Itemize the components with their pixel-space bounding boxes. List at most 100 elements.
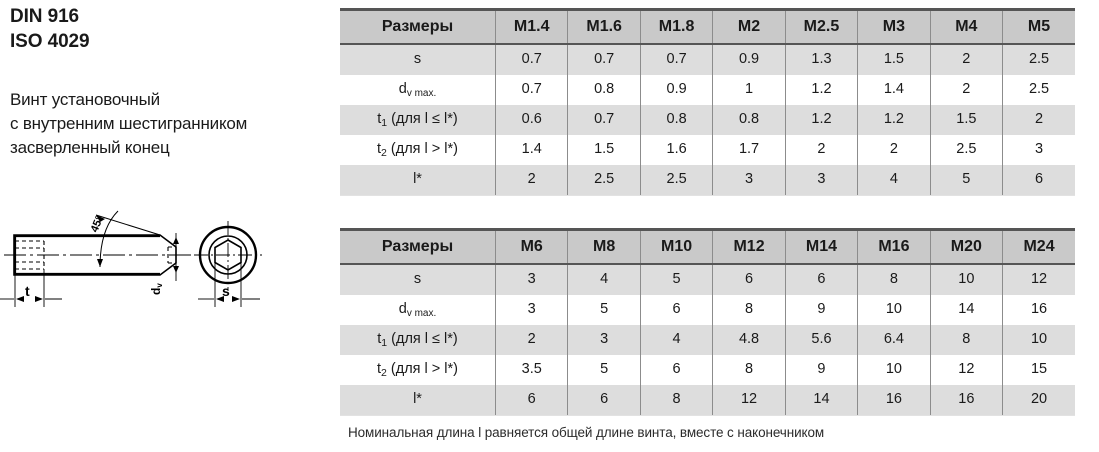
column-header-size: M1.4 bbox=[494, 8, 568, 45]
cell-value: 3 bbox=[567, 325, 641, 355]
cell-value: 2.5 bbox=[639, 165, 713, 196]
cell-value: 2 bbox=[1002, 105, 1075, 135]
cell-value: 1.4 bbox=[494, 135, 568, 165]
cell-value: 15 bbox=[1002, 355, 1075, 385]
column-header-size: M2 bbox=[712, 8, 786, 45]
cell-value: 5 bbox=[567, 295, 641, 325]
cell-value: 0.8 bbox=[567, 75, 641, 105]
row-label: t2 (для l > l*) bbox=[340, 355, 496, 385]
cell-value: 1 bbox=[712, 75, 786, 105]
cell-value: 2.5 bbox=[1002, 75, 1075, 105]
column-header-size: M1.6 bbox=[567, 8, 641, 45]
dv-label: dv bbox=[149, 283, 164, 295]
cell-value: 3 bbox=[494, 295, 568, 325]
table-row: dv max. 3 5 6 8 9 10 14 16 bbox=[340, 295, 1075, 325]
cell-value: 1.6 bbox=[639, 135, 713, 165]
cell-value: 2.5 bbox=[1002, 44, 1075, 75]
row-label: s bbox=[340, 264, 496, 295]
column-header-size: M16 bbox=[857, 228, 931, 265]
cell-value: 1.5 bbox=[567, 135, 641, 165]
cell-value: 3 bbox=[712, 165, 786, 196]
cell-value: 1.5 bbox=[857, 44, 931, 75]
row-label: l* bbox=[340, 165, 496, 196]
standard-designation: DIN 916 ISO 4029 bbox=[10, 4, 90, 54]
drawing-svg: 45° dv bbox=[0, 210, 262, 307]
cell-value: 14 bbox=[784, 385, 858, 416]
column-header-size: M6 bbox=[494, 228, 568, 265]
cell-value: 20 bbox=[1002, 385, 1075, 416]
column-header-dimensions: Размеры bbox=[340, 8, 496, 45]
cell-value: 2 bbox=[494, 165, 568, 196]
cell-value: 8 bbox=[712, 355, 786, 385]
cell-value: 4.8 bbox=[712, 325, 786, 355]
cell-value: 5 bbox=[567, 355, 641, 385]
cell-value: 10 bbox=[1002, 325, 1075, 355]
column-header-size: M4 bbox=[929, 8, 1003, 45]
row-label: t1 (для l ≤ l*) bbox=[340, 325, 496, 355]
table-row: t2 (для l > l*) 1.4 1.5 1.6 1.7 2 2 2.5 3 bbox=[340, 135, 1075, 165]
description-line-3: засверленный конец bbox=[10, 138, 170, 157]
cell-value: 2 bbox=[784, 135, 858, 165]
cell-value: 0.9 bbox=[639, 75, 713, 105]
cell-value: 0.7 bbox=[639, 44, 713, 75]
column-header-size: M8 bbox=[567, 228, 641, 265]
cell-value: 3 bbox=[1002, 135, 1075, 165]
row-label: t1 (для l ≤ l*) bbox=[340, 105, 496, 135]
footnote-nominal-length: Номинальная длина l равняется общей длин… bbox=[348, 425, 825, 440]
table-body: s 3 4 5 6 6 8 10 12 dv max. 3 5 6 8 9 10 14 16 t1 (для l ≤… bbox=[340, 264, 1075, 416]
cell-value: 6 bbox=[639, 355, 713, 385]
table-head: Размеры M6 M8 M10 M12 M14 M16 M20 M24 bbox=[340, 228, 1075, 265]
product-description: Винт установочный с внутренним шестигран… bbox=[10, 88, 247, 160]
table-header-row: Размеры M1.4 M1.6 M1.8 M2 M2.5 M3 M4 M5 bbox=[340, 8, 1075, 45]
standard-iso: ISO 4029 bbox=[10, 31, 90, 52]
table-row: t1 (для l ≤ l*) 0.6 0.7 0.8 0.8 1.2 1.2 1.5 2 bbox=[340, 105, 1075, 135]
cell-value: 12 bbox=[1002, 264, 1075, 295]
dv-dimension bbox=[173, 233, 179, 281]
cell-value: 5.6 bbox=[784, 325, 858, 355]
table-row: l* 6 6 8 12 14 16 16 20 bbox=[340, 385, 1075, 416]
cell-value: 16 bbox=[1002, 295, 1075, 325]
angle-label: 45° bbox=[89, 214, 106, 234]
cell-value: 0.8 bbox=[639, 105, 713, 135]
cup-point-hidden-lines bbox=[167, 246, 176, 264]
cell-value: 0.7 bbox=[494, 75, 568, 105]
cell-value: 3 bbox=[494, 264, 568, 295]
t-label: t bbox=[25, 283, 30, 299]
cell-value: 6 bbox=[1002, 165, 1075, 196]
cell-value: 8 bbox=[712, 295, 786, 325]
table-body: s 0.7 0.7 0.7 0.9 1.3 1.5 2 2.5 dv max. 0.7 0.8 0.9 1… bbox=[340, 44, 1075, 196]
cell-value: 10 bbox=[857, 295, 931, 325]
table-head: Размеры M1.4 M1.6 M1.8 M2 M2.5 M3 M4 M5 bbox=[340, 8, 1075, 45]
cell-value: 1.2 bbox=[857, 105, 931, 135]
cell-value: 1.3 bbox=[784, 44, 858, 75]
s-dimension bbox=[198, 262, 260, 307]
cell-value: 6.4 bbox=[857, 325, 931, 355]
cell-value: 0.7 bbox=[494, 44, 568, 75]
table-row: t2 (для l > l*) 3.5 5 6 8 9 10 12 15 bbox=[340, 355, 1075, 385]
cell-value: 6 bbox=[784, 264, 858, 295]
cell-value: 1.5 bbox=[929, 105, 1003, 135]
cell-value: 0.9 bbox=[712, 44, 786, 75]
cell-value: 0.7 bbox=[567, 44, 641, 75]
column-header-size: M10 bbox=[639, 228, 713, 265]
cell-value: 0.7 bbox=[567, 105, 641, 135]
cell-value: 2 bbox=[929, 44, 1003, 75]
chamfer-angle-annotation bbox=[95, 210, 161, 268]
cell-value: 2.5 bbox=[567, 165, 641, 196]
cell-value: 2 bbox=[857, 135, 931, 165]
set-screw-technical-drawing: 45° dv bbox=[0, 195, 300, 330]
cell-value: 2 bbox=[929, 75, 1003, 105]
cell-value: 9 bbox=[784, 355, 858, 385]
end-view bbox=[194, 221, 262, 289]
cell-value: 8 bbox=[857, 264, 931, 295]
cell-value: 0.8 bbox=[712, 105, 786, 135]
cell-value: 5 bbox=[639, 264, 713, 295]
row-label: t2 (для l > l*) bbox=[340, 135, 496, 165]
cell-value: 2.5 bbox=[929, 135, 1003, 165]
s-label: s bbox=[222, 283, 230, 299]
cell-value: 14 bbox=[929, 295, 1003, 325]
column-header-size: M1.8 bbox=[639, 8, 713, 45]
row-label: dv max. bbox=[340, 295, 496, 325]
t-dimension bbox=[0, 269, 62, 307]
cell-value: 1.7 bbox=[712, 135, 786, 165]
